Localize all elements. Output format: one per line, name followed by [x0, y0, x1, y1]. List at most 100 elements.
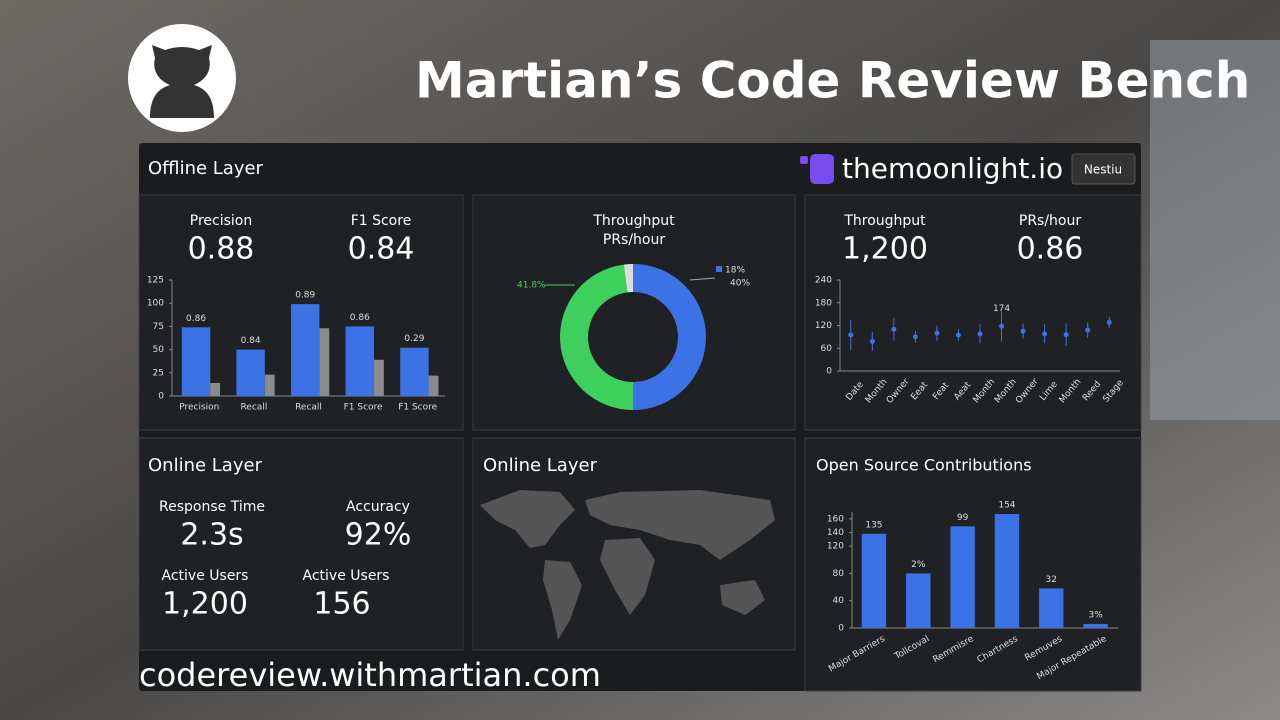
github-cat: [150, 45, 214, 118]
data-label: 40%: [730, 279, 750, 289]
bar: [291, 304, 320, 396]
metric-value: 1,200: [842, 232, 928, 267]
y-tick-label: 0: [826, 367, 832, 377]
data-label: 0.86: [186, 314, 206, 324]
chart-title: Open Source Contributions: [816, 456, 1032, 475]
data-label: 174: [993, 304, 1010, 314]
dot: [869, 338, 875, 344]
data-label: 32: [1046, 575, 1057, 585]
y-tick-label: 40: [833, 596, 845, 606]
metric-label: Accuracy: [346, 499, 410, 515]
dot: [1042, 331, 1048, 337]
dot: [1106, 319, 1112, 325]
section-title: Online Layer: [148, 455, 263, 476]
x-tick-label: F1 Score: [398, 403, 437, 413]
footer-url: codereview.withmartian.com: [139, 656, 601, 694]
bar: [906, 573, 931, 628]
y-tick-label: 125: [147, 276, 164, 286]
dot: [1085, 327, 1091, 333]
y-tick-label: 60: [821, 344, 833, 354]
y-tick-label: 0: [158, 392, 164, 402]
x-tick-label: Precision: [179, 403, 219, 413]
metric-value: 156: [313, 587, 370, 622]
world-map: [480, 490, 775, 640]
button[interactable]: [1071, 153, 1136, 185]
metric-label: PRs/hour: [1019, 213, 1081, 229]
y-tick-label: 180: [815, 298, 832, 308]
dot: [891, 326, 897, 332]
metric-value: 0.88: [188, 232, 255, 267]
panel: [138, 437, 464, 651]
data-label: 0.89: [295, 291, 315, 301]
metric-value: 1,200: [162, 587, 248, 622]
data-label: 154: [998, 501, 1015, 511]
bar: [994, 514, 1020, 628]
bar: [236, 349, 265, 396]
bar: [1039, 588, 1064, 628]
data-label: 0.84: [241, 336, 261, 346]
bar: [428, 375, 439, 396]
dot: [1020, 328, 1026, 334]
metric-value: 0.86: [1017, 232, 1084, 267]
data-label: 99: [957, 513, 969, 523]
data-label: 2%: [911, 560, 926, 570]
bar: [210, 383, 221, 396]
x-tick-label: Recall: [240, 403, 267, 413]
bar: [374, 359, 384, 396]
data-label: 3%: [1088, 610, 1103, 620]
data-label: 0.86: [350, 313, 370, 323]
leader: [689, 277, 716, 281]
y-tick-label: 120: [827, 542, 844, 552]
x-tick-label: Recall: [295, 403, 322, 413]
continent: [720, 580, 765, 615]
page-title: Martian’s Code Review Bench: [415, 52, 1250, 110]
y-tick-label: 80: [833, 569, 845, 579]
metric-label: Active Users: [162, 568, 249, 584]
window: [1150, 40, 1280, 420]
donut-slice: [633, 264, 706, 410]
dot: [912, 334, 918, 340]
chart-title: Throughput: [592, 213, 675, 229]
continent: [585, 490, 775, 560]
bar: [181, 327, 211, 396]
metric-label: Precision: [190, 213, 252, 229]
bar: [1083, 623, 1108, 628]
data-label: 135: [865, 520, 882, 530]
y-tick-label: 0: [838, 624, 844, 634]
dot: [1063, 332, 1069, 338]
brand-name: themoonlight.io: [842, 152, 1063, 185]
y-tick-label: 75: [153, 322, 164, 332]
data-label: 41.8%: [517, 281, 546, 291]
section-title: Online Layer: [483, 455, 598, 476]
y-tick-label: 120: [815, 321, 832, 331]
y-tick-label: 160: [827, 514, 844, 524]
panel: [804, 194, 1142, 431]
brand-logo: [800, 156, 808, 164]
bar: [264, 374, 275, 396]
y-tick-label: 140: [827, 528, 844, 538]
continent: [600, 538, 655, 615]
dot: [977, 331, 983, 337]
donut-slice: [559, 264, 633, 410]
continent: [480, 490, 575, 548]
bar: [345, 326, 375, 396]
continent: [543, 560, 582, 640]
metric-value: 92%: [345, 518, 412, 553]
brand-logo: [810, 154, 834, 184]
y-tick-label: 50: [153, 345, 165, 355]
y-tick-label: 100: [147, 299, 164, 309]
bar: [861, 533, 887, 628]
bar: [950, 526, 975, 628]
data-label: 18%: [725, 266, 745, 276]
metric-value: 2.3s: [180, 518, 243, 553]
dot: [999, 323, 1005, 329]
metric-label: Throughput: [843, 213, 926, 229]
chart-subtitle: PRs/hour: [603, 232, 665, 248]
y-tick-label: 240: [815, 276, 832, 286]
section-title: Offline Layer: [148, 158, 264, 179]
metric-value: 0.84: [348, 232, 415, 267]
bar: [319, 328, 330, 396]
button-label[interactable]: Nestiu: [1084, 163, 1122, 177]
metric-label: Response Time: [159, 499, 265, 515]
